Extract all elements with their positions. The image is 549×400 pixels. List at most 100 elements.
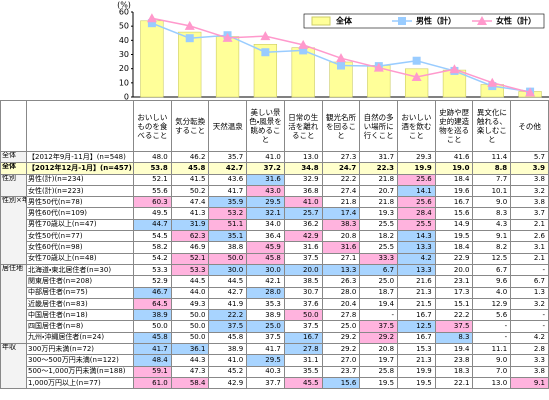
cell: 22.3 bbox=[359, 162, 399, 175]
cell: 37.6 bbox=[283, 297, 323, 311]
marker bbox=[449, 64, 460, 74]
cell: 19.0 bbox=[434, 162, 474, 175]
cell: 50.0 bbox=[133, 320, 172, 333]
cell: 37.5 bbox=[359, 320, 399, 333]
cell: 23.8 bbox=[434, 354, 474, 367]
table-row: 全体 【2012年12月-1月】(n=457) 53.8 45.8 42.7 37.2 34… bbox=[0, 162, 549, 175]
y-tick-label: 40 bbox=[119, 36, 129, 45]
cell: 44.5 bbox=[208, 275, 248, 288]
cell: 34.0 bbox=[246, 218, 285, 232]
row-label: 女性(計)(n=223) bbox=[26, 184, 134, 198]
cell: 37.5 bbox=[434, 320, 474, 333]
cell: 50.0 bbox=[170, 309, 210, 322]
cell: 23.1 bbox=[434, 275, 474, 288]
cell: 8.8 bbox=[472, 162, 512, 175]
marker bbox=[299, 46, 308, 55]
cell: - bbox=[472, 331, 512, 345]
cell: 9.0 bbox=[472, 196, 512, 209]
cell: 11.4 bbox=[472, 150, 512, 164]
column-header: 史跡や歴史的建造物を巡ること bbox=[434, 100, 474, 152]
row-label: 300万円未満(n=72) bbox=[26, 343, 134, 356]
bar bbox=[291, 47, 315, 98]
cell: 14.1 bbox=[397, 184, 436, 198]
table-row: 近畿居住者(n=83) 64.5 49.3 41.9 35.3 37.6 20.4 19.4 2… bbox=[1, 297, 549, 311]
cell: 42.1 bbox=[246, 275, 285, 288]
cell: 18.7 bbox=[359, 286, 399, 299]
bar bbox=[140, 20, 164, 98]
header-row: おいしいものを食べること 気分転換すること 天然温泉 美しい景色・風景を眺めること 日常… bbox=[0, 100, 549, 152]
cell: 52.1 bbox=[133, 173, 172, 186]
group-label: 性別×年代 bbox=[0, 196, 27, 265]
chart: (%) 0 10 20 30 40 50 60 全体 男性（計） 女性（計） bbox=[117, 1, 549, 100]
cell: 12.5 bbox=[397, 320, 436, 333]
marker bbox=[337, 61, 345, 70]
cell: 1.3 bbox=[510, 286, 549, 299]
cell: 20.8 bbox=[359, 343, 399, 356]
cell: 41.7 bbox=[246, 343, 285, 356]
cell: 16.7 bbox=[434, 196, 474, 209]
cell: 42.9 bbox=[283, 230, 323, 243]
table-row: 300～500万円未満(n=122) 48.4 44.3 41.0 29.5 31.1 27… bbox=[1, 354, 549, 367]
marker bbox=[411, 72, 422, 82]
cell: 14.3 bbox=[397, 230, 436, 243]
cell: 22.9 bbox=[434, 252, 474, 265]
cell: 33.3 bbox=[359, 252, 399, 265]
cell: 25.7 bbox=[283, 207, 323, 220]
cell: 19.5 bbox=[359, 376, 399, 390]
cell: 4.3 bbox=[472, 218, 512, 232]
bar bbox=[215, 36, 240, 98]
cell: 50.0 bbox=[170, 331, 210, 345]
cell: 45.8 bbox=[170, 162, 210, 175]
cell: 34.8 bbox=[283, 162, 323, 175]
cell: 55.6 bbox=[133, 184, 172, 198]
cell: 19.5 bbox=[434, 230, 474, 243]
cell: 48.4 bbox=[133, 354, 172, 367]
cell: 12.9 bbox=[472, 297, 512, 311]
group-label: 居住地 bbox=[0, 263, 27, 345]
cell: 20.0 bbox=[283, 263, 323, 277]
cell: 27.8 bbox=[283, 343, 323, 356]
bar bbox=[253, 43, 278, 98]
cell: 32.1 bbox=[246, 207, 285, 220]
cell: 17.3 bbox=[434, 286, 474, 299]
cell: 2.1 bbox=[510, 252, 549, 265]
cell: 3.8 bbox=[510, 173, 549, 186]
column-header: おいしいものを食べること bbox=[133, 100, 172, 152]
cell: 41.0 bbox=[208, 354, 248, 367]
cell: 50.0 bbox=[170, 320, 210, 333]
cell: 27.4 bbox=[321, 184, 361, 198]
cell: 15.3 bbox=[397, 343, 436, 356]
cell: 27.0 bbox=[321, 354, 361, 367]
cell: 2.8 bbox=[510, 343, 549, 356]
y-tick-label: 20 bbox=[119, 64, 129, 73]
cell: 28.0 bbox=[321, 286, 361, 299]
cell: 45.8 bbox=[246, 252, 285, 265]
table-row: 関東居住者(n=208) 52.9 44.5 44.5 42.1 38.5 26.3 25.0… bbox=[1, 275, 549, 288]
legend-marker bbox=[477, 16, 487, 25]
cell: 45.2 bbox=[208, 365, 248, 378]
cell: - bbox=[472, 320, 512, 333]
row-label: 四国居住者(n=8) bbox=[26, 320, 134, 333]
cell: 20.4 bbox=[321, 297, 361, 311]
table-row: 性別×年代男性50代(n=78)60.347.435.929.541.021.8… bbox=[0, 196, 549, 265]
cell: 22.2 bbox=[208, 309, 248, 322]
cell: 29.3 bbox=[397, 150, 436, 164]
cell: 61.0 bbox=[133, 376, 172, 390]
row-label: 女性60代(n=98) bbox=[26, 241, 134, 254]
cell: - bbox=[510, 263, 549, 277]
row-label: 男性50代(n=78) bbox=[26, 196, 134, 209]
cell: 50.0 bbox=[208, 252, 248, 265]
cell: 21.3 bbox=[397, 286, 436, 299]
row-label: 300～500万円未満(n=122) bbox=[26, 354, 134, 367]
y-tick-label: 30 bbox=[119, 50, 129, 59]
cell: 31.6 bbox=[246, 173, 285, 186]
cell: 12.5 bbox=[472, 252, 512, 265]
cell: 44.0 bbox=[170, 286, 210, 299]
y-unit: (%) bbox=[117, 1, 131, 10]
cell: 53.3 bbox=[170, 263, 210, 277]
cell: 50.0 bbox=[283, 309, 323, 322]
legend: 全体 男性（計） 女性（計） bbox=[303, 13, 545, 29]
cell: 19.7 bbox=[359, 354, 399, 367]
group-label: 性別 bbox=[0, 173, 27, 198]
cell: 41.7 bbox=[208, 184, 248, 198]
